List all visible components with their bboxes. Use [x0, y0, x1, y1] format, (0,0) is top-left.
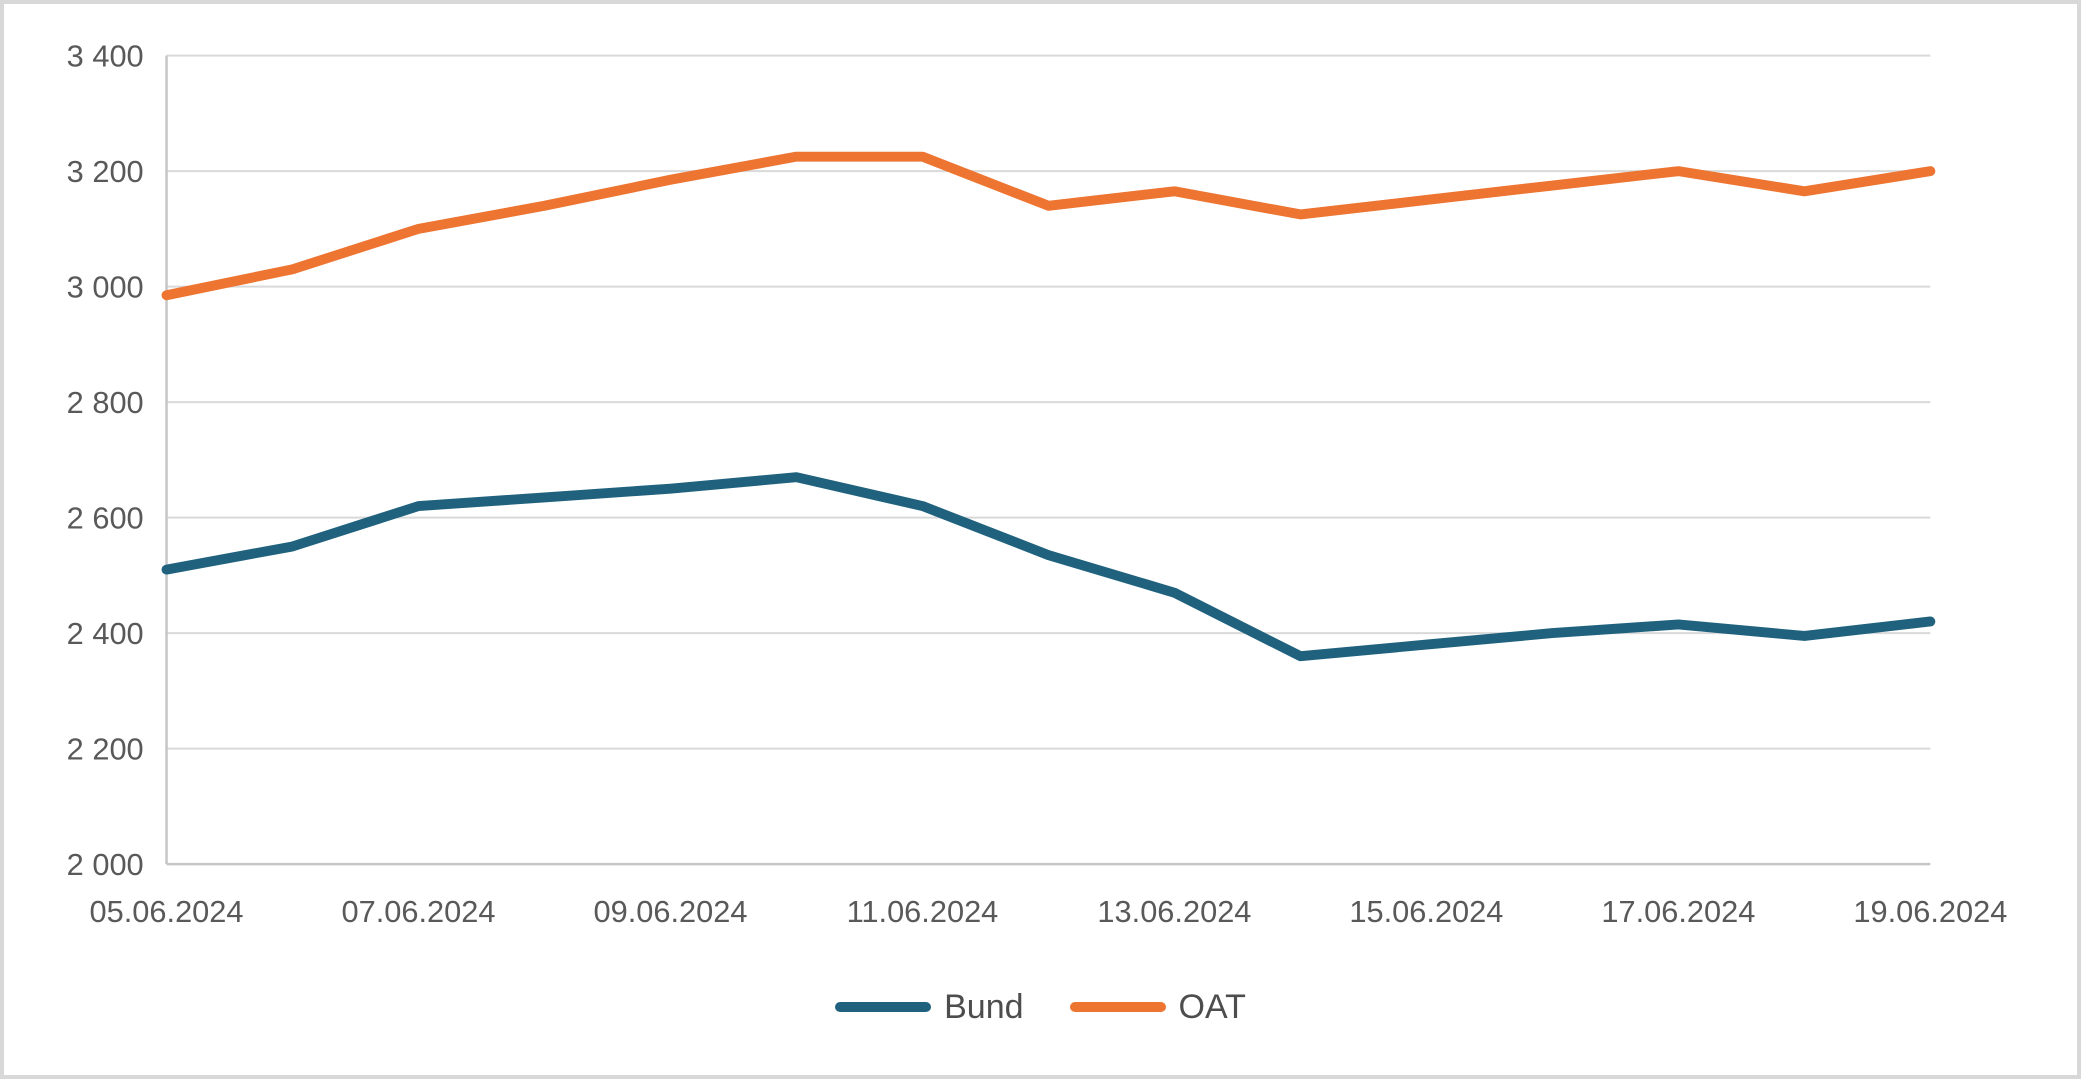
x-axis-label: 07.06.2024 [342, 894, 496, 929]
bund-line-swatch [835, 1002, 932, 1012]
legend-label-bund: Bund [944, 988, 1024, 1026]
x-axis-label: 17.06.2024 [1601, 894, 1755, 929]
y-axis-label: 2 000 [67, 847, 144, 882]
x-axis-label: 11.06.2024 [847, 894, 999, 929]
legend-label-oat: OAT [1178, 988, 1246, 1026]
legend-item-bund: Bund [835, 988, 1024, 1026]
y-axis-label: 3 400 [67, 38, 144, 73]
y-axis-label: 2 800 [67, 385, 144, 420]
legend-item-oat: OAT [1069, 988, 1246, 1026]
y-axis-label: 3 200 [67, 154, 144, 189]
y-axis-label: 2 600 [67, 500, 144, 535]
x-axis-label: 05.06.2024 [90, 894, 244, 929]
oat-line [161, 151, 1936, 301]
x-axis-label: 09.06.2024 [593, 894, 747, 929]
y-axis-label: 2 400 [67, 616, 144, 651]
y-axis-label: 3 000 [67, 269, 144, 304]
bund-line [161, 472, 1936, 662]
chart-legend: Bund OAT [4, 990, 2077, 1024]
x-axis-label: 15.06.2024 [1349, 894, 1503, 929]
x-axis-label: 19.06.2024 [1853, 894, 2007, 929]
x-axis-label: 13.06.2024 [1097, 894, 1251, 929]
y-axis-label: 2 200 [67, 731, 144, 766]
line-chart: 2 000 2 200 2 400 2 600 2 800 3 000 3 200 3 400… [67, 38, 2008, 929]
oat-line-swatch [1069, 1002, 1166, 1012]
